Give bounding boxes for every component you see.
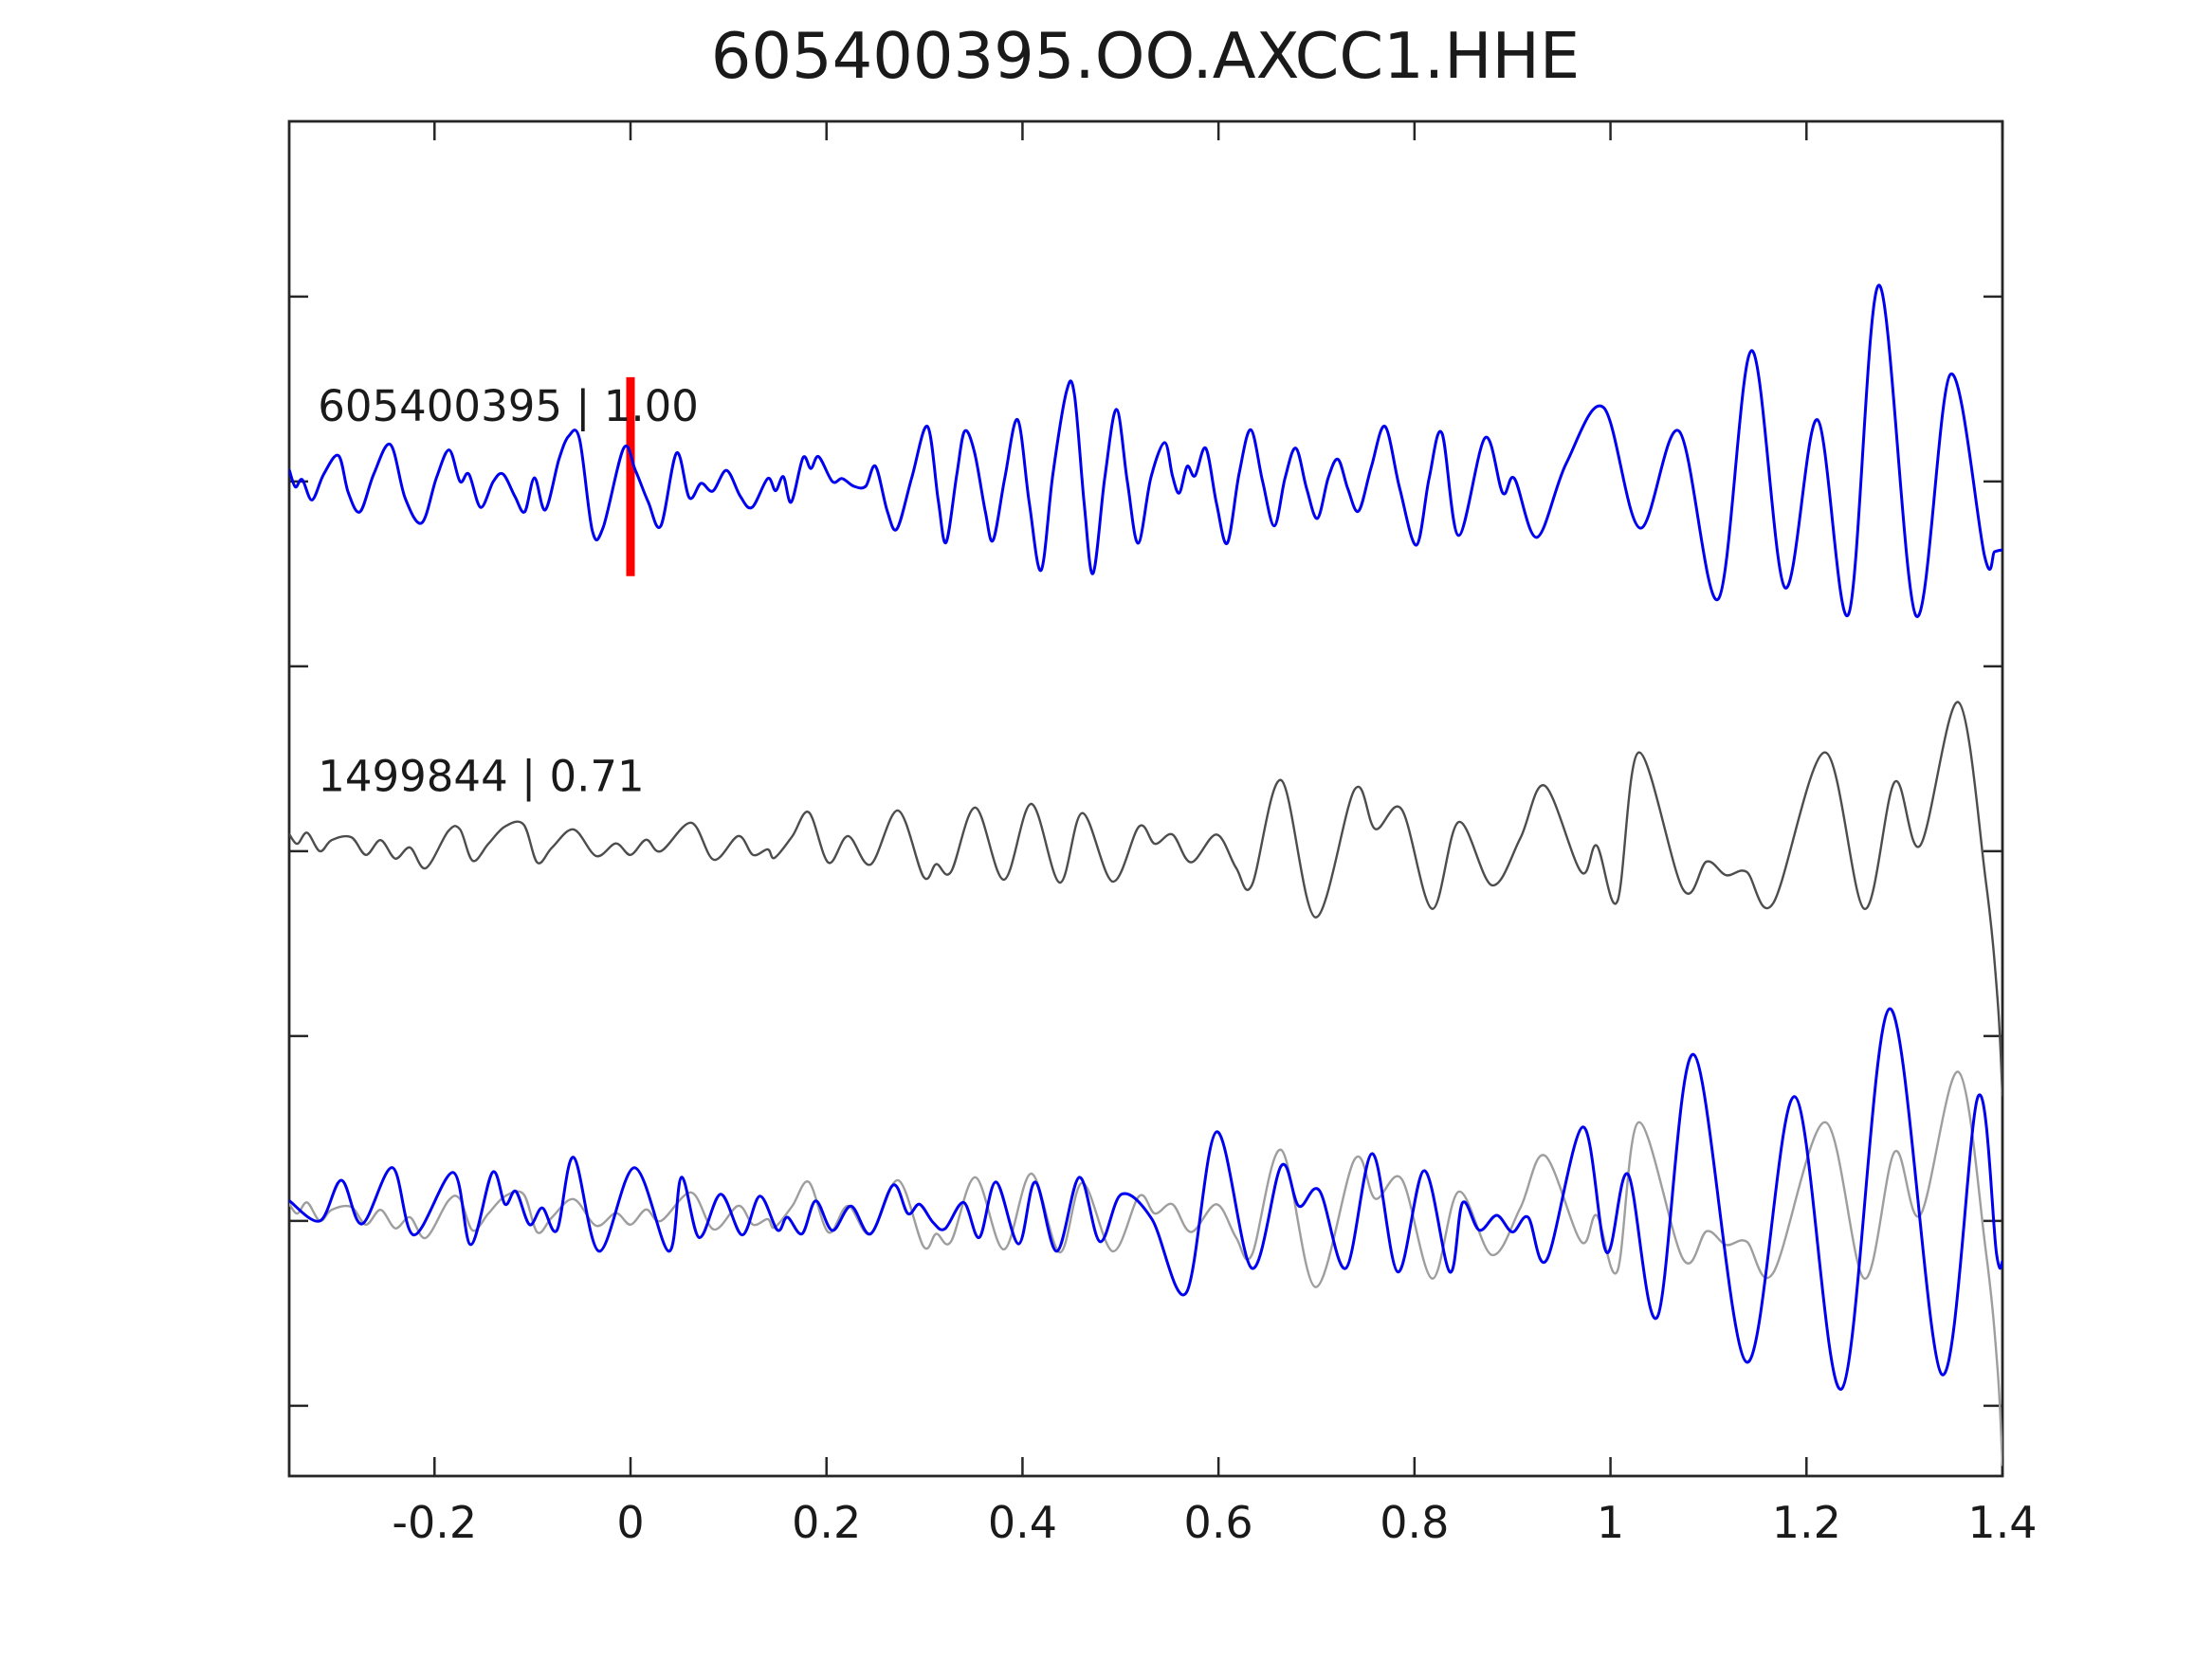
detection-label: 1499844 | 0.71 xyxy=(318,752,644,802)
x-tick-label: 0.2 xyxy=(792,1497,861,1548)
x-tick-label: 0.4 xyxy=(988,1497,1057,1548)
trace-layer xyxy=(289,283,2002,1467)
x-tick-label: 0.6 xyxy=(1184,1497,1253,1548)
template-trace-path xyxy=(289,283,2002,618)
detection-aligned-overlay-trace-path xyxy=(289,1070,2002,1467)
x-tick-label: -0.2 xyxy=(392,1497,477,1548)
x-tick-label: 1.2 xyxy=(1772,1497,1841,1548)
detection-trace-path xyxy=(289,701,2002,1097)
template-aligned-overlay-trace-path xyxy=(289,1007,2002,1391)
x-tick-label: 1.4 xyxy=(1967,1497,2037,1548)
plot-title: 605400395.OO.AXCC1.HHE xyxy=(711,19,1580,93)
x-tick-label: 0.8 xyxy=(1380,1497,1449,1548)
plot-spine-box xyxy=(287,119,2004,1478)
template-label: 605400395 | 1.00 xyxy=(318,381,699,431)
trace-label-layer: 605400395 | 1.00 1499844 | 0.71 xyxy=(318,381,699,802)
x-tick-label: 0 xyxy=(616,1497,644,1548)
x-tick-label: 1 xyxy=(1597,1497,1624,1548)
axes-layer: -0.2 0 0.2 0.4 0.6 0.8 1 1.2 1.4 xyxy=(287,119,2038,1548)
